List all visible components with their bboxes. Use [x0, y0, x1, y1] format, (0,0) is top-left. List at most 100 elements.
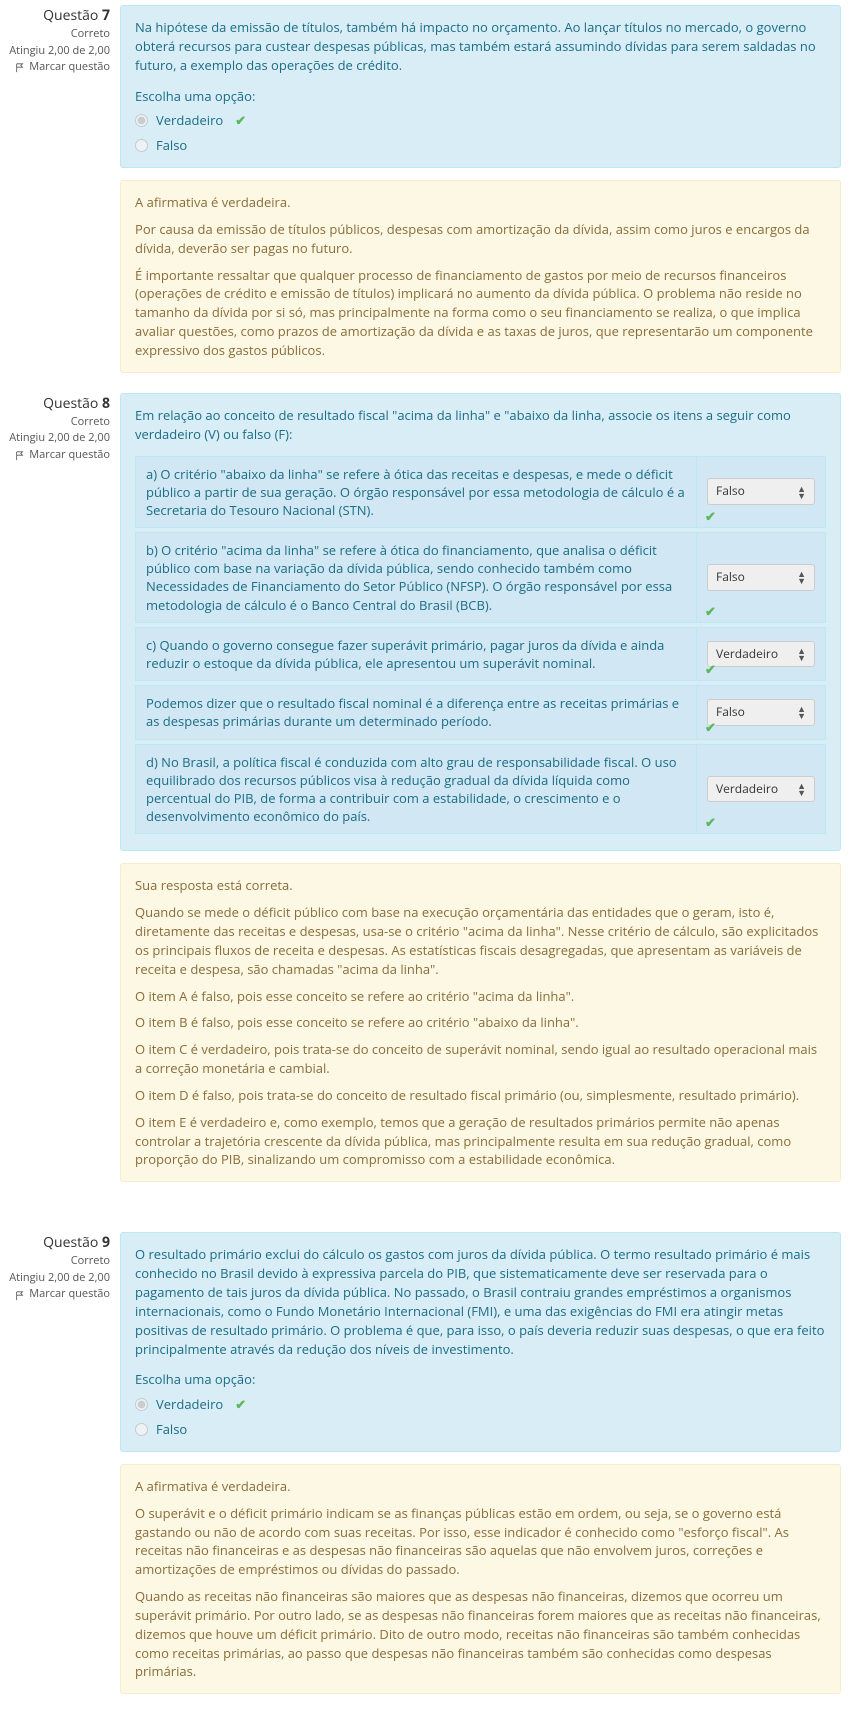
option-false[interactable]: Falso: [135, 136, 826, 155]
question-number: 8: [102, 394, 110, 413]
feedback-box: A afirmativa é verdadeira. Por causa da …: [120, 180, 841, 373]
answer-select[interactable]: Verdadeiro ▲▼: [707, 641, 815, 668]
flag-icon: [15, 1290, 25, 1300]
match-row: a) O critério "abaixo da linha" se refer…: [135, 456, 826, 529]
select-arrows-icon: ▲▼: [797, 485, 806, 499]
match-item-text: b) O critério "acima da linha" se refere…: [135, 532, 696, 623]
status-correct: Correto: [5, 1253, 110, 1270]
match-row: Podemos dizer que o resultado fiscal nom…: [135, 685, 826, 739]
radio-false[interactable]: [135, 1423, 148, 1436]
answer-select-value: Falso: [716, 483, 745, 500]
feedback-line: O item E é verdadeiro e, como exemplo, t…: [135, 1113, 826, 1170]
radio-false[interactable]: [135, 139, 148, 152]
check-icon: ✔: [705, 507, 716, 525]
radio-true[interactable]: [135, 114, 148, 127]
match-item-select-cell: Falso ▲▼ ✔: [696, 532, 826, 623]
check-icon: ✔: [705, 660, 716, 678]
match-item-text: a) O critério "abaixo da linha" se refer…: [135, 456, 696, 529]
flag-label: Marcar questão: [29, 59, 110, 76]
flag-label: Marcar questão: [29, 1286, 110, 1303]
flag-question-link[interactable]: Marcar questão: [15, 59, 110, 76]
match-row: d) No Brasil, a política fiscal é conduz…: [135, 744, 826, 835]
check-icon: ✔: [235, 111, 246, 130]
question-text-box: Em relação ao conceito de resultado fisc…: [120, 393, 841, 852]
question-number: 9: [102, 1233, 110, 1252]
answer-select[interactable]: Falso ▲▼: [707, 478, 815, 505]
option-true-label: Verdadeiro: [156, 111, 223, 130]
question-text-box: Na hipótese da emissão de títulos, també…: [120, 5, 841, 168]
status-correct: Correto: [5, 414, 110, 431]
score-text: Atingiu 2,00 de 2,00: [5, 430, 110, 447]
select-arrows-icon: ▲▼: [797, 570, 806, 584]
question-prefix: Questão: [43, 394, 102, 413]
question-text: O resultado primário exclui do cálculo o…: [135, 1245, 826, 1358]
radio-true[interactable]: [135, 1398, 148, 1411]
answer-select[interactable]: Falso ▲▼: [707, 699, 815, 726]
match-row: c) Quando o governo consegue fazer super…: [135, 627, 826, 681]
select-arrows-icon: ▲▼: [797, 705, 806, 719]
question-title: Questão 7: [5, 5, 110, 26]
question-info: Questão 7 Correto Atingiu 2,00 de 2,00 M…: [5, 5, 120, 373]
answer-select-value: Falso: [716, 704, 745, 721]
flag-question-link[interactable]: Marcar questão: [15, 1286, 110, 1303]
feedback-line: Quando se mede o déficit público com bas…: [135, 903, 826, 978]
flag-label: Marcar questão: [29, 447, 110, 464]
feedback-line: A afirmativa é verdadeira.: [135, 193, 826, 212]
question-prefix: Questão: [43, 6, 102, 25]
option-true[interactable]: Verdadeiro ✔: [135, 111, 826, 130]
feedback-box: Sua resposta está correta. Quando se mede…: [120, 863, 841, 1182]
question-text-box: O resultado primário exclui do cálculo o…: [120, 1232, 841, 1452]
flag-icon: [15, 62, 25, 72]
question-prefix: Questão: [43, 1233, 102, 1252]
option-false-label: Falso: [156, 1420, 187, 1439]
check-icon: ✔: [235, 1395, 246, 1414]
feedback-line: Por causa da emissão de títulos públicos…: [135, 220, 826, 258]
check-icon: ✔: [705, 813, 716, 831]
feedback-line: O item B é falso, pois esse conceito se …: [135, 1013, 826, 1032]
select-arrows-icon: ▲▼: [797, 782, 806, 796]
feedback-line: O item C é verdadeiro, pois trata-se do …: [135, 1040, 826, 1078]
feedback-line: O superávit e o déficit primário indicam…: [135, 1504, 826, 1579]
answer-select[interactable]: Falso ▲▼: [707, 564, 815, 591]
answer-select-value: Falso: [716, 569, 745, 586]
question-7: Questão 7 Correto Atingiu 2,00 de 2,00 M…: [0, 0, 851, 383]
match-item-text: d) No Brasil, a política fiscal é conduz…: [135, 744, 696, 835]
question-8: Questão 8 Correto Atingiu 2,00 de 2,00 M…: [0, 388, 851, 1222]
feedback-line: Quando as receitas não financeiras são m…: [135, 1587, 826, 1681]
question-title: Questão 8: [5, 393, 110, 414]
check-icon: ✔: [705, 602, 716, 620]
match-row: b) O critério "acima da linha" se refere…: [135, 532, 826, 623]
flag-question-link[interactable]: Marcar questão: [15, 447, 110, 464]
feedback-line: É importante ressaltar que qualquer proc…: [135, 266, 826, 360]
choose-label: Escolha uma opção:: [135, 1370, 826, 1389]
question-text: Em relação ao conceito de resultado fisc…: [135, 406, 826, 444]
match-item-select-cell: Verdadeiro ▲▼ ✔: [696, 744, 826, 835]
select-arrows-icon: ▲▼: [797, 647, 806, 661]
flag-icon: [15, 450, 25, 460]
answer-select-value: Verdadeiro: [716, 646, 778, 663]
score-text: Atingiu 2,00 de 2,00: [5, 1270, 110, 1287]
feedback-line: O item D é falso, pois trata-se do conce…: [135, 1086, 826, 1105]
question-content: Na hipótese da emissão de títulos, també…: [120, 5, 841, 373]
feedback-box: A afirmativa é verdadeira. O superávit e…: [120, 1464, 841, 1694]
question-content: O resultado primário exclui do cálculo o…: [120, 1232, 841, 1694]
check-icon: ✔: [705, 718, 716, 736]
question-content: Em relação ao conceito de resultado fisc…: [120, 393, 841, 1182]
answer-select-value: Verdadeiro: [716, 781, 778, 798]
feedback-line: O item A é falso, pois esse conceito se …: [135, 987, 826, 1006]
question-info: Questão 8 Correto Atingiu 2,00 de 2,00 M…: [5, 393, 120, 1182]
question-title: Questão 9: [5, 1232, 110, 1253]
choose-label: Escolha uma opção:: [135, 87, 826, 106]
feedback-line: A afirmativa é verdadeira.: [135, 1477, 826, 1496]
match-item-select-cell: Falso ▲▼ ✔: [696, 456, 826, 529]
question-info: Questão 9 Correto Atingiu 2,00 de 2,00 M…: [5, 1232, 120, 1694]
score-text: Atingiu 2,00 de 2,00: [5, 43, 110, 60]
option-false-label: Falso: [156, 136, 187, 155]
match-item-text: c) Quando o governo consegue fazer super…: [135, 627, 696, 681]
option-false[interactable]: Falso: [135, 1420, 826, 1439]
option-true[interactable]: Verdadeiro ✔: [135, 1395, 826, 1414]
answer-select[interactable]: Verdadeiro ▲▼: [707, 776, 815, 803]
question-text: Na hipótese da emissão de títulos, també…: [135, 18, 826, 75]
feedback-line: Sua resposta está correta.: [135, 876, 826, 895]
match-item-select-cell: Verdadeiro ▲▼ ✔: [696, 627, 826, 681]
